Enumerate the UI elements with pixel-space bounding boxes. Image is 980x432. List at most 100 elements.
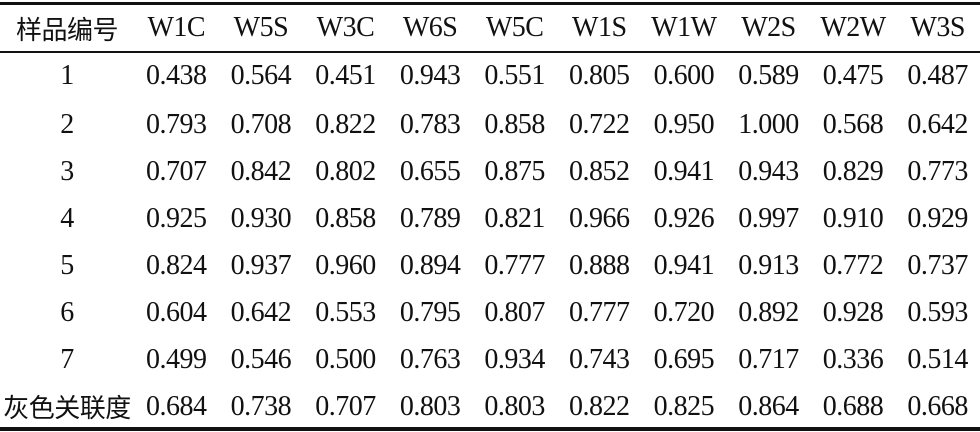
table-cell: 0.789 xyxy=(399,202,461,234)
table-cell: 0.564 xyxy=(230,60,292,91)
column-header-sample-id: 样品编号 xyxy=(15,15,119,46)
column-header: W1S xyxy=(572,12,627,43)
table-cell: 0.928 xyxy=(822,296,884,328)
table-cell: 0.777 xyxy=(569,296,630,328)
table-cell: 0.642 xyxy=(230,296,292,328)
table-cell: 0.499 xyxy=(146,343,207,375)
table-cell: 0.589 xyxy=(738,60,799,91)
column-header: W3S xyxy=(910,12,965,43)
table-cell: 0.852 xyxy=(569,155,630,187)
table-cell: 0.604 xyxy=(146,296,207,328)
table-row: 2 0.793 0.708 0.822 0.783 0.858 0.722 0.… xyxy=(0,101,980,148)
table-cell: 0.802 xyxy=(315,155,376,187)
table-cell: 0.795 xyxy=(399,296,461,328)
table-cell: 0.708 xyxy=(230,108,292,140)
table-cell: 0.925 xyxy=(146,202,207,234)
table-cell: 0.451 xyxy=(315,60,376,91)
table-cell: 0.960 xyxy=(315,249,376,281)
table-cell: 0.943 xyxy=(738,155,799,187)
table-row-grey-relational-grade: 灰色关联度 0.684 0.738 0.707 0.803 0.803 0.82… xyxy=(0,383,980,430)
row-label: 1 xyxy=(60,60,74,91)
table-cell: 0.655 xyxy=(399,155,461,187)
table-row: 5 0.824 0.937 0.960 0.894 0.777 0.888 0.… xyxy=(0,242,980,289)
table-cell: 0.825 xyxy=(653,390,715,422)
table-cell: 0.738 xyxy=(230,390,292,422)
table-cell: 0.821 xyxy=(484,202,545,234)
table-cell: 0.688 xyxy=(822,390,884,422)
table-cell: 0.842 xyxy=(230,155,292,187)
row-label: 3 xyxy=(60,155,74,187)
table-cell: 0.829 xyxy=(822,155,884,187)
table-cell: 0.717 xyxy=(738,343,799,375)
table-cell: 0.858 xyxy=(315,202,376,234)
table-cell: 0.514 xyxy=(907,343,968,375)
row-label: 7 xyxy=(60,343,74,375)
table-cell: 0.926 xyxy=(653,202,715,234)
column-header: W1C xyxy=(147,12,206,43)
table-cell: 0.668 xyxy=(907,390,968,422)
table-row: 4 0.925 0.930 0.858 0.789 0.821 0.966 0.… xyxy=(0,195,980,242)
table-cell: 0.500 xyxy=(315,343,376,375)
table-cell: 0.822 xyxy=(569,390,630,422)
table-cell: 0.892 xyxy=(738,296,799,328)
table-cell: 0.783 xyxy=(399,108,461,140)
table-cell: 0.888 xyxy=(569,249,630,281)
row-label: 4 xyxy=(60,202,74,234)
row-label: 2 xyxy=(60,108,74,140)
column-header: W5C xyxy=(485,12,544,43)
table-cell: 0.934 xyxy=(484,343,545,375)
table-cell: 0.743 xyxy=(569,343,630,375)
table-cell: 0.824 xyxy=(146,249,207,281)
table-cell: 0.551 xyxy=(484,60,545,91)
table-cell: 0.858 xyxy=(484,108,545,140)
table-header-row: 样品编号 W1C W5S W3C W6S W5C W1S W1W W2S W2W… xyxy=(0,5,980,51)
table-cell: 0.600 xyxy=(653,60,715,91)
table-cell: 0.684 xyxy=(146,390,207,422)
table-header-rule xyxy=(0,51,980,53)
column-header: W2S xyxy=(741,12,796,43)
table-row: 1 0.438 0.564 0.451 0.943 0.551 0.805 0.… xyxy=(0,51,980,101)
table-cell: 0.803 xyxy=(399,390,461,422)
table-cell: 0.438 xyxy=(146,60,207,91)
table-cell: 0.937 xyxy=(230,249,292,281)
table-cell: 0.803 xyxy=(484,390,545,422)
table-cell: 0.930 xyxy=(230,202,292,234)
table-cell: 0.875 xyxy=(484,155,545,187)
table-cell: 0.475 xyxy=(822,60,884,91)
row-label-grey-relational-grade: 灰色关联度 xyxy=(3,394,131,424)
table-cell: 0.793 xyxy=(146,108,207,140)
table-row: 3 0.707 0.842 0.802 0.655 0.875 0.852 0.… xyxy=(0,148,980,195)
table-cell: 0.966 xyxy=(569,202,630,234)
table-cell: 0.546 xyxy=(230,343,292,375)
table-cell: 0.737 xyxy=(907,249,968,281)
table-cell: 0.553 xyxy=(315,296,376,328)
column-header: W6S xyxy=(402,12,458,43)
table-cell: 0.941 xyxy=(653,249,715,281)
table-top-rule xyxy=(0,2,980,5)
table-cell: 0.894 xyxy=(399,249,461,281)
row-label: 5 xyxy=(60,249,74,281)
column-header: W1W xyxy=(651,12,717,43)
column-header: W2W xyxy=(820,12,886,43)
table-row: 6 0.604 0.642 0.553 0.795 0.807 0.777 0.… xyxy=(0,289,980,336)
table-cell: 0.929 xyxy=(907,202,968,234)
table-cell: 0.642 xyxy=(907,108,968,140)
table-cell: 0.695 xyxy=(653,343,715,375)
grey-relational-table: 样品编号 W1C W5S W3C W6S W5C W1S W1W W2S W2W… xyxy=(0,5,980,430)
table-cell: 0.910 xyxy=(822,202,884,234)
table-cell: 0.722 xyxy=(569,108,630,140)
table-cell: 0.777 xyxy=(484,249,545,281)
table-cell: 0.941 xyxy=(653,155,715,187)
table-cell: 0.950 xyxy=(653,108,715,140)
table-cell: 0.707 xyxy=(315,390,376,422)
table-cell: 1.000 xyxy=(738,108,799,140)
table-cell: 0.772 xyxy=(822,249,884,281)
table-row: 7 0.499 0.546 0.500 0.763 0.934 0.743 0.… xyxy=(0,336,980,383)
table-cell: 0.913 xyxy=(738,249,799,281)
table-cell: 0.822 xyxy=(315,108,376,140)
table-cell: 0.864 xyxy=(738,390,799,422)
table-cell: 0.773 xyxy=(907,155,968,187)
table-cell: 0.997 xyxy=(738,202,799,234)
table-cell: 0.807 xyxy=(484,296,545,328)
